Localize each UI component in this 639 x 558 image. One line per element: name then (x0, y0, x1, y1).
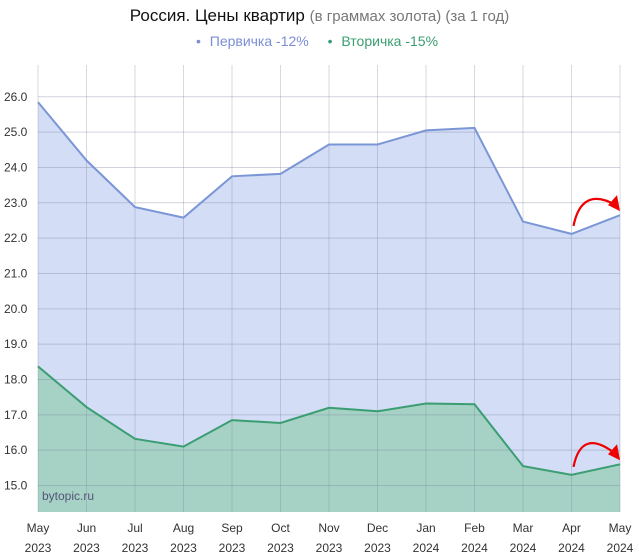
x-tick-label: Sep (221, 521, 243, 535)
y-tick-label: 20.0 (4, 302, 28, 316)
x-tick-label: Aug (173, 521, 194, 535)
series-area-1 (38, 366, 620, 512)
annotation-arrow (572, 197, 617, 227)
x-tick-label: 2024 (461, 541, 488, 555)
y-tick-label: 16.0 (4, 443, 28, 457)
x-tick-label: Apr (562, 521, 581, 535)
y-tick-label: 21.0 (4, 266, 28, 280)
arrowhead-icon (608, 195, 620, 212)
y-tick-label: 23.0 (4, 196, 28, 210)
x-tick-label: 2023 (25, 541, 52, 555)
chart-title: Россия. Цены квартир (в граммах золота) … (129, 6, 510, 25)
y-tick-label: 17.0 (4, 408, 28, 422)
x-tick-label: 2023 (316, 541, 343, 555)
x-tick-label: 2023 (170, 541, 197, 555)
x-tick-label: May (27, 521, 50, 535)
y-tick-label: 25.0 (4, 125, 28, 139)
x-tick-label: Feb (464, 521, 485, 535)
y-tick-label: 24.0 (4, 160, 28, 174)
x-tick-label: Mar (513, 521, 534, 535)
x-tick-label: 2023 (122, 541, 149, 555)
legend-secondary[interactable]: • Вторичка -15% (327, 33, 439, 49)
x-tick-label: Nov (318, 521, 339, 535)
y-tick-label: 22.0 (4, 231, 28, 245)
y-tick-label: 19.0 (4, 337, 28, 351)
x-tick-label: Jun (77, 521, 96, 535)
y-tick-label: 15.0 (4, 478, 28, 492)
x-tick-label: May (609, 521, 632, 535)
x-tick-label: 2024 (558, 541, 585, 555)
x-tick-label: 2024 (607, 541, 634, 555)
legend-primary[interactable]: • Первичка -12% (195, 33, 309, 49)
legend: • Первичка -12% • Вторичка -15% (0, 33, 639, 49)
y-tick-label: 26.0 (4, 90, 28, 104)
x-tick-label: 2024 (510, 541, 537, 555)
x-tick-label: 2023 (267, 541, 294, 555)
x-tick-label: Dec (367, 521, 388, 535)
x-tick-label: 2023 (73, 541, 100, 555)
x-tick-label: 2023 (219, 541, 246, 555)
y-tick-label: 18.0 (4, 372, 28, 386)
x-tick-label: Oct (271, 521, 290, 535)
annotation-arrow (572, 442, 617, 468)
x-tick-label: Jan (416, 521, 435, 535)
chart-subtitle: (в граммах золота) (за 1 год) (309, 8, 510, 25)
x-tick-label: Jul (127, 521, 142, 535)
arrowhead-icon (608, 444, 620, 461)
watermark: bytopic.ru (42, 489, 94, 503)
x-tick-label: 2023 (364, 541, 391, 555)
x-tick-label: 2024 (413, 541, 440, 555)
